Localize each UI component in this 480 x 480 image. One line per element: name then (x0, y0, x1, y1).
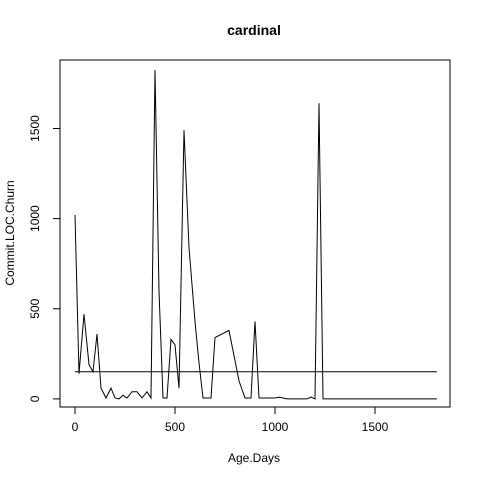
x-tick-label: 0 (72, 420, 79, 434)
x-tick-label: 500 (165, 420, 185, 434)
y-axis: 0 500 1000 1500 (28, 115, 61, 402)
y-tick-label: 1000 (28, 205, 42, 232)
y-tick-label: 500 (28, 298, 42, 318)
x-tick-label: 1500 (362, 420, 389, 434)
x-tick-label: 1000 (262, 420, 289, 434)
x-axis: 0 500 1000 1500 (72, 406, 389, 434)
series-layer (74, 69, 437, 400)
y-axis-label: Commit.LOC.Churn (3, 180, 17, 285)
plot-area-frame (59, 59, 451, 408)
y-tick-label: 0 (28, 395, 42, 402)
churn-series-line (74, 69, 437, 400)
chart-title: cardinal (227, 22, 281, 38)
x-axis-label: Age.Days (228, 451, 280, 465)
y-tick-label: 1500 (28, 115, 42, 142)
